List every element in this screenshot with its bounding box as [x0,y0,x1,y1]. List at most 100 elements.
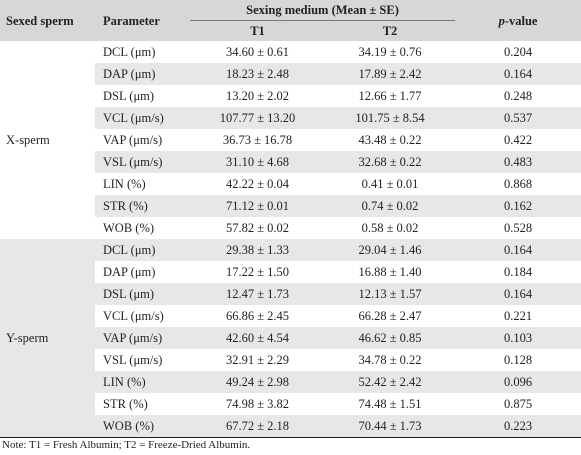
t1-value-cell: 57.82 ± 0.02 [190,217,325,239]
parameter-cell: DCL (μm) [95,41,190,63]
p-value-cell: 0.096 [455,371,581,393]
p-value-cell: 0.128 [455,349,581,371]
table-header: Sexed sperm Parameter Sexing medium (Mea… [0,0,581,41]
group-label: X-sperm [0,41,95,239]
t1-value-cell: 42.60 ± 4.54 [190,327,325,349]
parameter-cell: WOB (%) [95,415,190,438]
t1-value-cell: 74.98 ± 3.82 [190,393,325,415]
p-value-cell: 0.204 [455,41,581,63]
t2-value-cell: 34.78 ± 0.22 [325,349,456,371]
t2-value-cell: 12.13 ± 1.57 [325,283,456,305]
t2-value-cell: 66.28 ± 2.47 [325,305,456,327]
p-value-cell: 0.164 [455,283,581,305]
parameter-cell: LIN (%) [95,173,190,195]
table-row: LIN (%) 49.24 ± 2.98 52.42 ± 2.42 0.096 [0,371,581,393]
table-row: LIN (%) 42.22 ± 0.04 0.41 ± 0.01 0.868 [0,173,581,195]
t2-value-cell: 16.88 ± 1.40 [325,261,456,283]
group-label: Y-sperm [0,239,95,438]
p-value-cell: 0.223 [455,415,581,438]
table-body: X-sperm DCL (μm) 34.60 ± 0.61 34.19 ± 0.76 0… [0,41,581,438]
t2-value-cell: 34.19 ± 0.76 [325,41,456,63]
t1-value-cell: 29.38 ± 1.33 [190,239,325,261]
t1-value-cell: 66.86 ± 2.45 [190,305,325,327]
p-value-cell: 0.103 [455,327,581,349]
parameter-cell: DSL (μm) [95,283,190,305]
parameter-cell: VAP (μm/s) [95,129,190,151]
t1-value-cell: 17.22 ± 1.50 [190,261,325,283]
parameter-cell: DCL (μm) [95,239,190,261]
parameter-cell: DAP (μm) [95,261,190,283]
t1-value-cell: 31.10 ± 4.68 [190,151,325,173]
t2-value-cell: 17.89 ± 2.42 [325,63,456,85]
parameter-cell: STR (%) [95,393,190,415]
t1-value-cell: 107.77 ± 13.20 [190,107,325,129]
data-table-container: Sexed sperm Parameter Sexing medium (Mea… [0,0,581,438]
table-row: VAP (μm/s) 36.73 ± 16.78 43.48 ± 0.22 0.422 [0,129,581,151]
table-row: DAP (μm) 18.23 ± 2.48 17.89 ± 2.42 0.164 [0,63,581,85]
t1-value-cell: 67.72 ± 2.18 [190,415,325,438]
table-row: VAP (μm/s) 42.60 ± 4.54 46.62 ± 0.85 0.103 [0,327,581,349]
t1-value-cell: 36.73 ± 16.78 [190,129,325,151]
t2-value-cell: 29.04 ± 1.46 [325,239,456,261]
p-value-cell: 0.422 [455,129,581,151]
header-t1: T1 [190,20,325,41]
header-sexing-medium: Sexing medium (Mean ± SE) [190,0,456,21]
t2-value-cell: 0.41 ± 0.01 [325,173,456,195]
t2-value-cell: 12.66 ± 1.77 [325,85,456,107]
p-value-cell: 0.221 [455,305,581,327]
header-sexed-sperm: Sexed sperm [0,0,95,41]
t2-value-cell: 0.58 ± 0.02 [325,217,456,239]
t1-value-cell: 34.60 ± 0.61 [190,41,325,63]
t1-value-cell: 49.24 ± 2.98 [190,371,325,393]
table-row: WOB (%) 57.82 ± 0.02 0.58 ± 0.02 0.528 [0,217,581,239]
t2-value-cell: 70.44 ± 1.73 [325,415,456,438]
parameter-cell: LIN (%) [95,371,190,393]
header-parameter: Parameter [95,0,190,41]
table-row: VCL (μm/s) 66.86 ± 2.45 66.28 ± 2.47 0.221 [0,305,581,327]
p-value-cell: 0.537 [455,107,581,129]
parameter-cell: STR (%) [95,195,190,217]
p-value-cell: 0.164 [455,63,581,85]
table-row: VSL (μm/s) 31.10 ± 4.68 32.68 ± 0.22 0.483 [0,151,581,173]
table-row: VCL (μm/s) 107.77 ± 13.20 101.75 ± 8.54 0.5… [0,107,581,129]
p-value-cell: 0.528 [455,217,581,239]
t1-value-cell: 13.20 ± 2.02 [190,85,325,107]
p-value-cell: 0.875 [455,393,581,415]
parameter-cell: VSL (μm/s) [95,349,190,371]
t2-value-cell: 46.62 ± 0.85 [325,327,456,349]
parameter-cell: DAP (μm) [95,63,190,85]
header-p-italic: p [498,13,505,28]
p-value-cell: 0.248 [455,85,581,107]
parameter-cell: VSL (μm/s) [95,151,190,173]
t1-value-cell: 18.23 ± 2.48 [190,63,325,85]
table-row: STR (%) 71.12 ± 0.01 0.74 ± 0.02 0.162 [0,195,581,217]
t2-value-cell: 101.75 ± 8.54 [325,107,456,129]
p-value-cell: 0.164 [455,239,581,261]
t1-value-cell: 12.47 ± 1.73 [190,283,325,305]
t2-value-cell: 74.48 ± 1.51 [325,393,456,415]
t2-value-cell: 43.48 ± 0.22 [325,129,456,151]
parameter-cell: WOB (%) [95,217,190,239]
p-value-cell: 0.184 [455,261,581,283]
sperm-kinematics-table: Sexed sperm Parameter Sexing medium (Mea… [0,0,581,438]
t2-value-cell: 52.42 ± 2.42 [325,371,456,393]
table-row: DSL (μm) 12.47 ± 1.73 12.13 ± 1.57 0.164 [0,283,581,305]
table-row: STR (%) 74.98 ± 3.82 74.48 ± 1.51 0.875 [0,393,581,415]
table-row: WOB (%) 67.72 ± 2.18 70.44 ± 1.73 0.223 [0,415,581,438]
t2-value-cell: 0.74 ± 0.02 [325,195,456,217]
parameter-cell: VCL (μm/s) [95,305,190,327]
header-t2: T2 [325,20,456,41]
header-p-rest: -value [504,13,538,28]
p-value-cell: 0.162 [455,195,581,217]
table-row: DAP (μm) 17.22 ± 1.50 16.88 ± 1.40 0.184 [0,261,581,283]
table-row: Y-sperm DCL (μm) 29.38 ± 1.33 29.04 ± 1.46 0… [0,239,581,438]
table-row: X-sperm DCL (μm) 34.60 ± 0.61 34.19 ± 0.76 0… [0,41,581,239]
p-value-cell: 0.483 [455,151,581,173]
table-note: Note: T1 = Fresh Albumin; T2 = Freeze-Dr… [2,439,251,451]
t1-value-cell: 42.22 ± 0.04 [190,173,325,195]
header-p-value: p-value [455,0,581,41]
table-row: DSL (μm) 13.20 ± 2.02 12.66 ± 1.77 0.248 [0,85,581,107]
p-value-cell: 0.868 [455,173,581,195]
t1-value-cell: 71.12 ± 0.01 [190,195,325,217]
parameter-cell: DSL (μm) [95,85,190,107]
